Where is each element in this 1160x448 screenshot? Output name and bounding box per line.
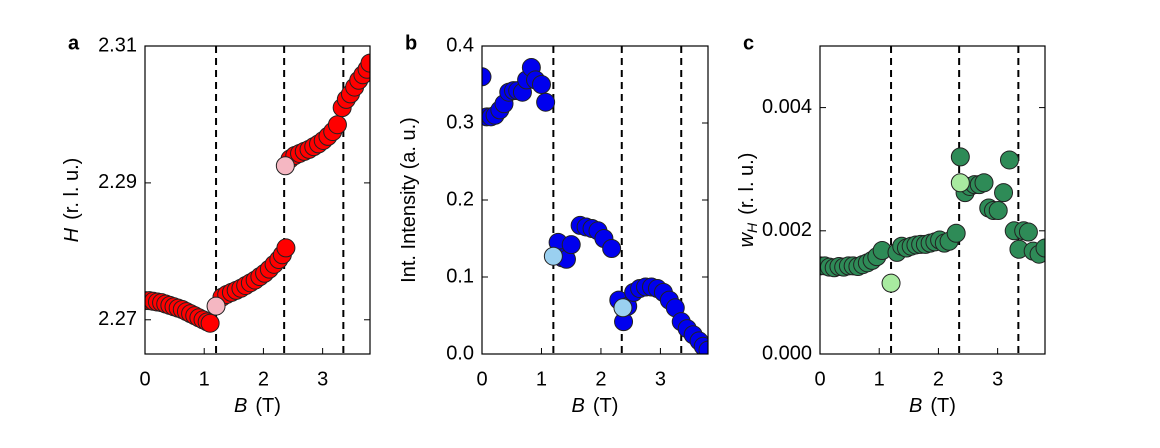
point xyxy=(561,235,581,255)
point xyxy=(1035,238,1045,258)
point xyxy=(200,313,220,333)
x-tick-label: 0 xyxy=(476,368,487,390)
x-tick-label: 3 xyxy=(655,368,666,390)
axes-frame xyxy=(819,45,1046,355)
x-tick-label: 0 xyxy=(814,368,825,390)
x-tick-label: 2 xyxy=(258,368,269,390)
y-tick-label: 0.2 xyxy=(446,188,474,210)
point xyxy=(360,53,370,73)
point xyxy=(531,75,551,94)
x-tick-label: 1 xyxy=(874,368,885,390)
y-tick-label: 2.29 xyxy=(98,171,137,193)
point xyxy=(988,200,1008,220)
point xyxy=(206,296,226,316)
y-tick-label: 0.3 xyxy=(446,111,474,133)
y-tick-label: 0.004 xyxy=(762,96,812,118)
y-label-symbol: w xyxy=(736,231,758,247)
point xyxy=(602,239,622,259)
point xyxy=(482,67,492,87)
x-tick-label: 2 xyxy=(933,368,944,390)
y-tick-label: 0.002 xyxy=(762,219,812,241)
x-label-unit: (T) xyxy=(930,395,956,417)
point xyxy=(950,147,970,167)
point xyxy=(275,156,295,176)
point xyxy=(698,340,708,354)
y-label-unit: (r. l. u.) xyxy=(61,158,83,220)
point xyxy=(881,273,901,293)
x-axis-label: B (T) xyxy=(909,395,956,417)
panel-label: b xyxy=(405,32,417,54)
panel-label: c xyxy=(743,32,754,54)
point xyxy=(543,246,563,266)
y-label-unit: (r. l. u.) xyxy=(736,153,758,215)
x-label-unit: (T) xyxy=(255,395,281,417)
point xyxy=(974,173,994,193)
x-tick-label: 1 xyxy=(536,368,547,390)
y-label-text: Int. Intensity (a. u.) xyxy=(398,117,420,283)
x-tick-label: 3 xyxy=(992,368,1003,390)
y-label-subscript: H xyxy=(744,222,760,233)
point xyxy=(613,298,633,318)
x-tick-label: 1 xyxy=(199,368,210,390)
x-label-unit: (T) xyxy=(593,395,619,417)
point xyxy=(1018,222,1038,242)
x-label-symbol: B xyxy=(909,395,922,417)
x-label-symbol: B xyxy=(572,395,585,417)
points xyxy=(482,58,708,354)
point xyxy=(276,238,296,258)
axes-frame xyxy=(144,45,371,355)
y-tick-label: 0.0 xyxy=(446,342,474,364)
y-tick-label: 0.4 xyxy=(446,34,474,56)
point xyxy=(994,183,1014,203)
points xyxy=(145,53,370,333)
x-axis-label: B (T) xyxy=(572,395,619,417)
y-label-symbol: H xyxy=(61,227,83,242)
y-tick-label: 2.31 xyxy=(98,34,137,56)
panel-label: a xyxy=(68,32,80,54)
y-tick-label: 0.000 xyxy=(762,342,812,364)
y-tick-label: 0.1 xyxy=(446,265,474,287)
point xyxy=(327,115,347,135)
y-axis-label: Int. Intensity (a. u.) xyxy=(398,117,420,283)
point xyxy=(999,150,1019,170)
point xyxy=(946,223,966,243)
x-tick-label: 3 xyxy=(317,368,328,390)
x-tick-label: 2 xyxy=(595,368,606,390)
y-tick-label: 2.27 xyxy=(98,308,137,330)
y-axis-label: H (r. l. u.) xyxy=(61,158,83,243)
x-tick-label: 0 xyxy=(139,368,150,390)
point xyxy=(536,92,556,112)
points xyxy=(820,147,1045,293)
x-label-symbol: B xyxy=(234,395,247,417)
y-axis-label: wH (r. l. u.) xyxy=(736,153,759,248)
point xyxy=(950,173,970,193)
x-axis-label: B (T) xyxy=(234,395,281,417)
axes-frame xyxy=(481,45,709,355)
